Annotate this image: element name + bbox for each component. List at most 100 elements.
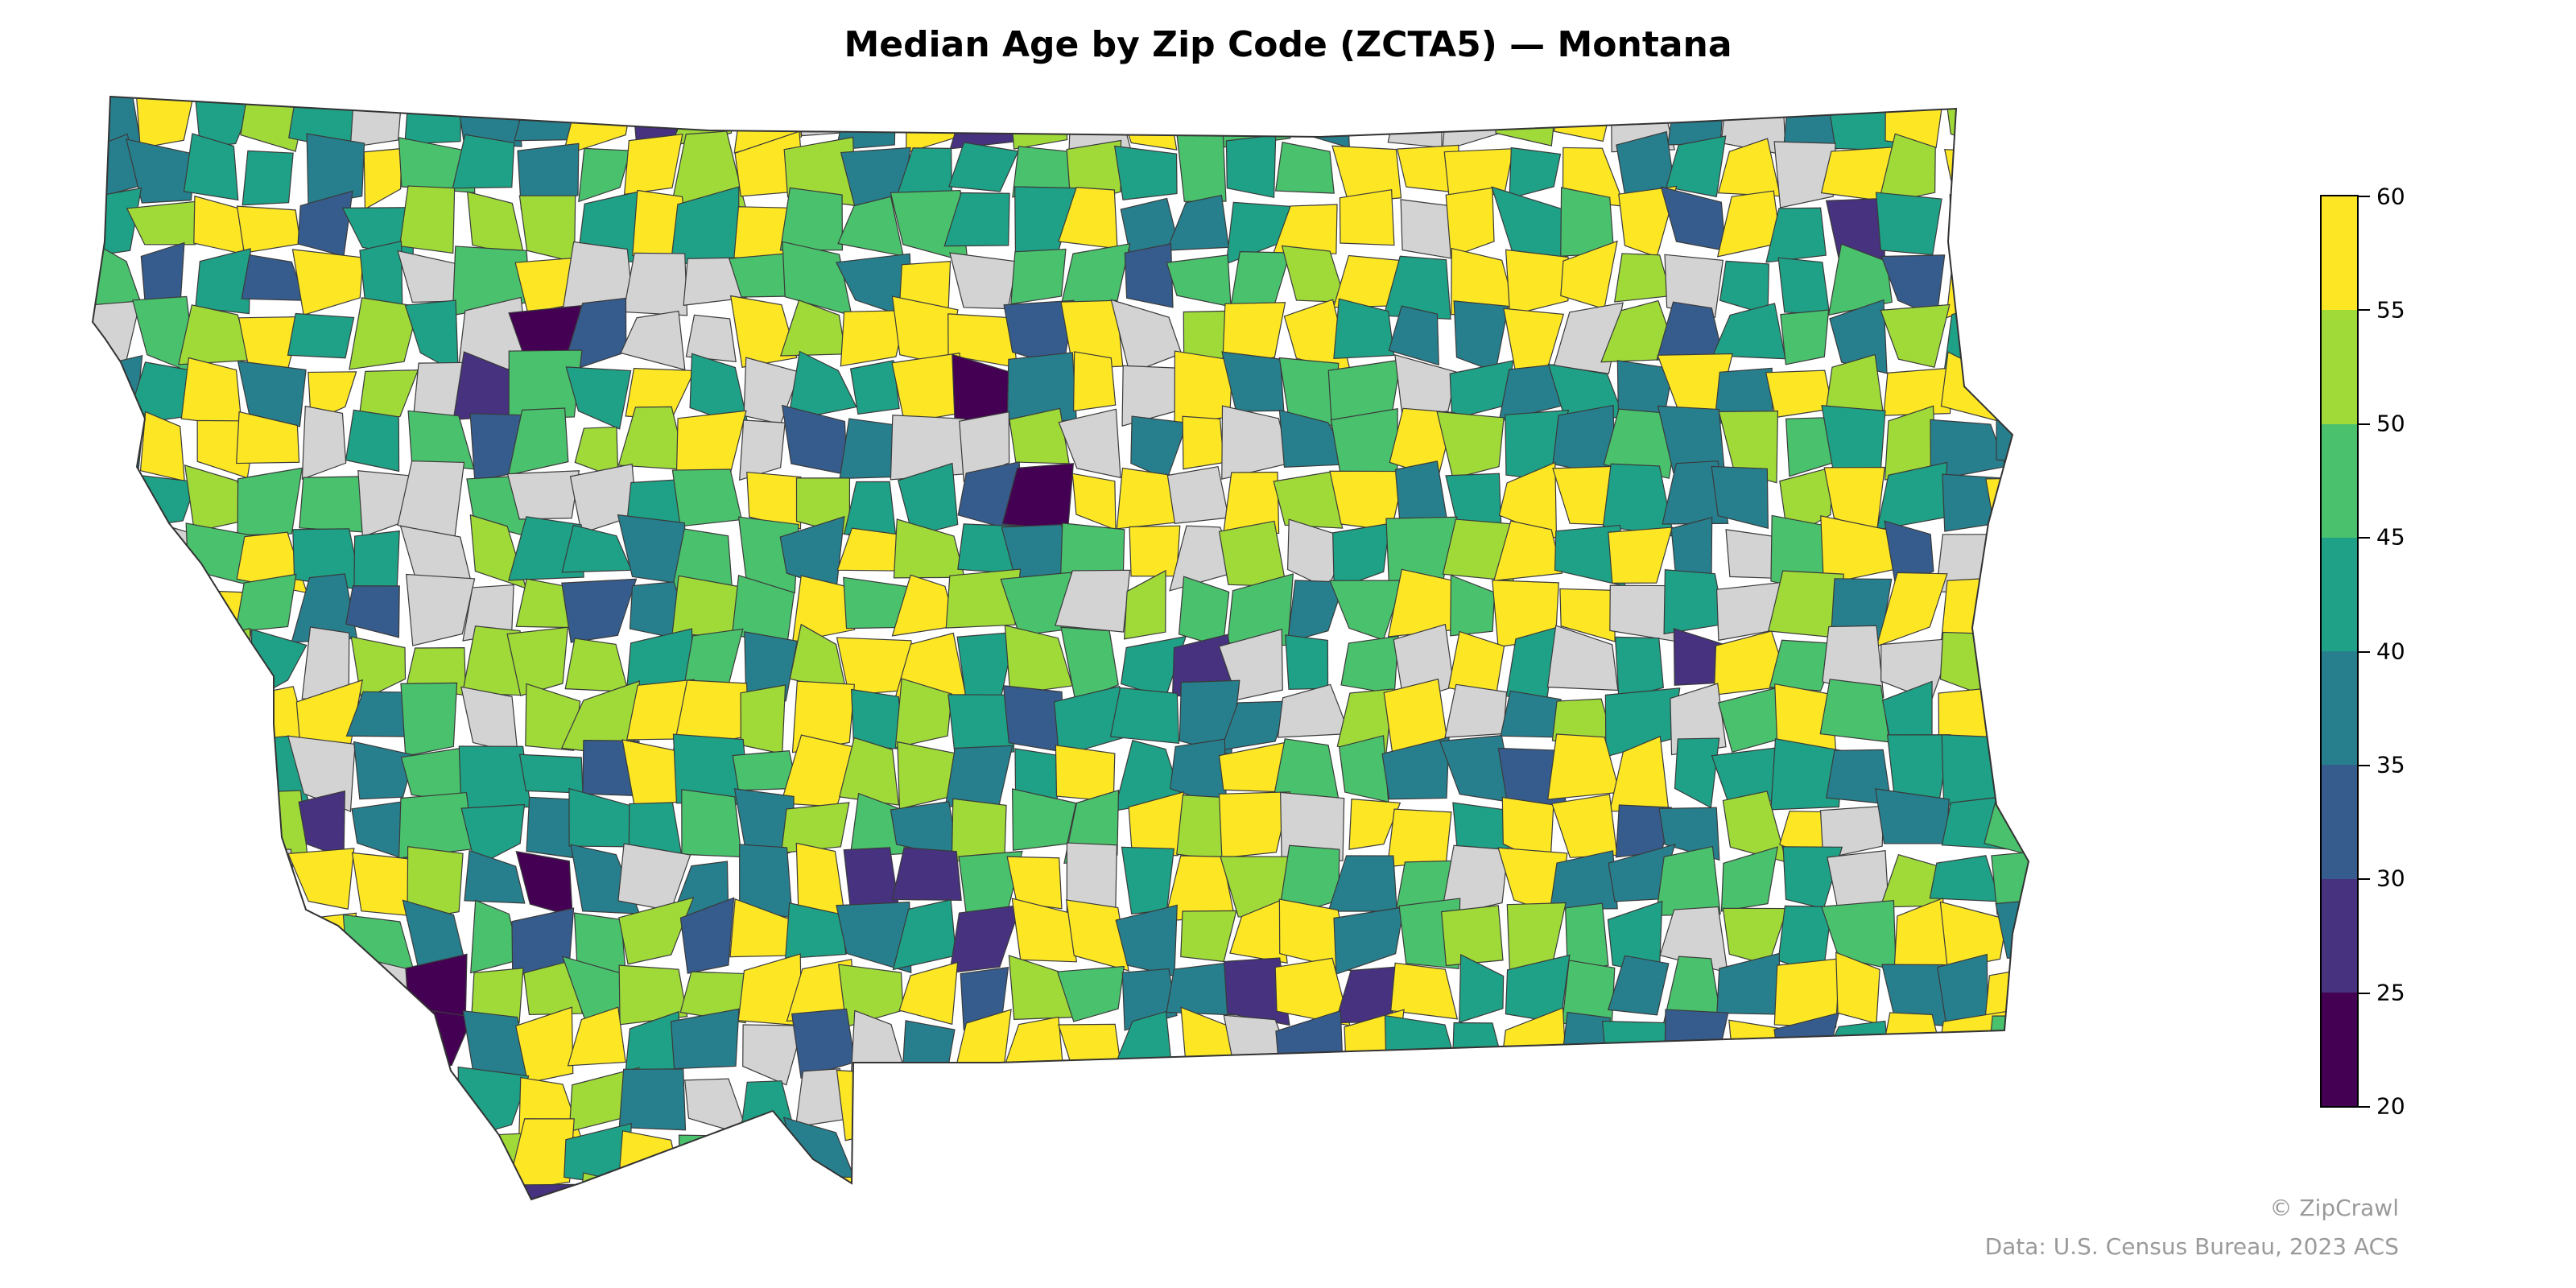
- zip-region: [1995, 745, 2029, 811]
- colorbar-tick: [2359, 537, 2370, 539]
- zip-region: [350, 636, 407, 701]
- zip-region: [237, 360, 307, 427]
- zip-region: [840, 310, 908, 367]
- zip-region: [93, 845, 144, 921]
- zip-region: [1934, 1181, 1999, 1199]
- zip-region: [139, 411, 185, 482]
- zip-region: [1883, 367, 1952, 416]
- zip-region: [195, 248, 251, 315]
- zip-region: [460, 1183, 530, 1199]
- zip-region: [618, 1068, 687, 1131]
- colorbar-tick: [2359, 765, 2370, 766]
- zip-region: [93, 1119, 145, 1195]
- zip-region: [1329, 97, 1405, 134]
- zip-region: [1608, 526, 1674, 584]
- zip-region: [93, 576, 142, 648]
- zip-region: [1388, 305, 1439, 366]
- zip-region: [785, 902, 847, 960]
- zip-region: [93, 897, 144, 964]
- zip-region: [299, 476, 365, 533]
- zip-region: [125, 641, 196, 700]
- zip-region: [893, 1080, 964, 1130]
- zip-region: [464, 849, 526, 904]
- zip-region: [1880, 303, 1951, 368]
- zip-region: [126, 200, 203, 246]
- zip-region: [1333, 298, 1395, 360]
- zip-region: [1280, 791, 1345, 862]
- zip-region: [237, 467, 303, 536]
- zip-region: [1663, 569, 1725, 635]
- zip-region: [681, 789, 742, 858]
- zip-region: [561, 578, 638, 643]
- zip-region: [1274, 1120, 1348, 1183]
- zip-region: [517, 142, 580, 210]
- zip-region: [1382, 1116, 1446, 1188]
- zip-region: [891, 352, 963, 423]
- zip-region: [1182, 415, 1224, 470]
- zip-region: [353, 1178, 416, 1199]
- zip-region: [346, 1063, 415, 1127]
- zip-region: [525, 683, 581, 751]
- zip-region: [234, 573, 297, 633]
- zip-region: [902, 1020, 956, 1074]
- zip-region: [1166, 194, 1230, 251]
- zip-region: [1130, 415, 1188, 481]
- zip-region: [1990, 679, 2029, 740]
- zip-region: [236, 411, 300, 464]
- zip-region: [1995, 898, 2029, 960]
- zip-region: [1447, 1176, 1517, 1199]
- zip-region: [342, 914, 415, 975]
- zip-region: [1986, 642, 2029, 696]
- zip-region: [289, 1011, 360, 1071]
- colorbar-tick-label: 35: [2376, 751, 2405, 778]
- zip-region: [1892, 1181, 1942, 1199]
- zip-region: [742, 1024, 804, 1086]
- zip-region: [181, 1006, 250, 1067]
- zip-region: [670, 1008, 740, 1070]
- zip-region: [1657, 1063, 1732, 1129]
- zip-region: [951, 798, 1007, 862]
- zip-region: [1821, 405, 1886, 476]
- zip-region: [621, 739, 678, 810]
- zip-region: [1058, 408, 1121, 479]
- zip-region: [1553, 97, 1614, 142]
- colorbar-segment: [2322, 878, 2357, 993]
- zip-region: [1005, 1183, 1068, 1199]
- zip-region: [685, 314, 737, 363]
- zip-region: [1124, 243, 1174, 308]
- zip-region: [1274, 97, 1350, 149]
- zip-region: [301, 405, 347, 481]
- zip-region: [1394, 354, 1457, 419]
- zip-region: [1180, 910, 1237, 963]
- zip-region: [236, 1116, 304, 1196]
- zip-region: [1340, 1172, 1406, 1199]
- zip-region: [565, 366, 632, 430]
- colorbar-segment: [2322, 423, 2357, 538]
- zip-region: [1453, 300, 1509, 373]
- zip-region: [402, 1188, 474, 1199]
- zip-region: [397, 250, 457, 303]
- colorbar-tick-label: 60: [2376, 183, 2405, 210]
- zip-region: [93, 1067, 142, 1132]
- zip-region: [576, 1172, 627, 1199]
- zip-region: [291, 249, 364, 316]
- zip-region: [1834, 1117, 1888, 1193]
- zip-region: [1447, 1135, 1510, 1194]
- zip-region: [398, 185, 456, 254]
- zip-region: [1055, 1173, 1119, 1199]
- zip-region: [1173, 1118, 1232, 1190]
- zip-region: [1984, 137, 2029, 207]
- zip-region: [344, 1013, 417, 1085]
- zip-region: [1559, 588, 1616, 642]
- zip-region: [1338, 735, 1389, 803]
- zip-region: [1885, 1070, 1947, 1129]
- zip-region: [620, 310, 686, 371]
- zip-region: [1992, 187, 2029, 260]
- zip-region: [1223, 957, 1290, 1026]
- zip-region: [518, 753, 584, 794]
- zip-region: [1551, 794, 1618, 858]
- zip-region: [1491, 186, 1569, 262]
- zip-region: [353, 741, 415, 800]
- zip-region: [130, 1083, 197, 1134]
- zip-region: [242, 150, 294, 206]
